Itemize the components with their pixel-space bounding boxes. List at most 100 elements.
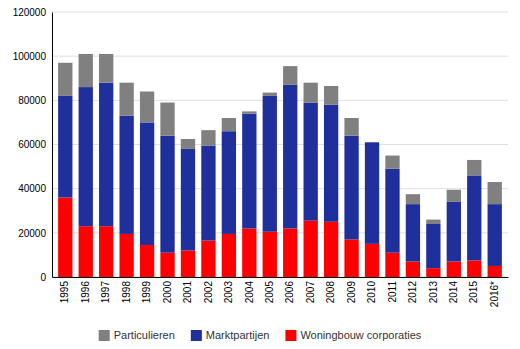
bar [467, 175, 481, 260]
tick: 2015 [468, 277, 479, 303]
tick-label: 2002 [203, 281, 214, 304]
tick: 2011 [387, 277, 398, 303]
chart-container: 0200004000060000800001000001200001995199… [0, 0, 520, 349]
bar [263, 232, 277, 277]
bar [58, 63, 72, 96]
tick: 2006 [284, 277, 295, 303]
tick: 2012 [407, 277, 418, 303]
grid [52, 12, 508, 277]
tick-label: 2011 [387, 281, 398, 303]
bar [426, 224, 440, 268]
tick-label: 2010 [366, 281, 377, 304]
tick: 0 [40, 272, 52, 283]
legend-label: Woningbouw corporaties [300, 329, 421, 341]
y-axis: 020000400006000080000100000120000 [13, 7, 53, 283]
tick: 1995 [59, 277, 70, 303]
bar [222, 118, 236, 131]
bar [488, 204, 502, 266]
bar [140, 245, 154, 277]
bar [304, 103, 318, 221]
tick: 1997 [100, 277, 111, 303]
tick: 60000 [18, 139, 52, 150]
bar [58, 198, 72, 278]
tick-label: 2009 [346, 281, 357, 304]
bar [201, 146, 215, 241]
bar [385, 253, 399, 277]
bar [160, 136, 174, 253]
bar [406, 194, 420, 204]
tick-label: 2007 [305, 281, 316, 304]
bar [263, 93, 277, 96]
tick-label: 1998 [121, 281, 132, 304]
bar [181, 149, 195, 251]
tick-label: 60000 [18, 139, 46, 150]
tick-label: 2003 [223, 281, 234, 304]
tick-label: 2014 [448, 281, 459, 304]
bar [447, 190, 461, 202]
tick-label: 120000 [13, 7, 47, 18]
plot: 0200004000060000800001000001200001995199… [13, 7, 509, 307]
axis-line [52, 13, 53, 278]
bar [283, 66, 297, 85]
bar [426, 220, 440, 224]
tick-label: 2001 [182, 281, 193, 304]
bar [160, 253, 174, 277]
tick-label: 1999 [141, 281, 152, 304]
bar [119, 234, 133, 277]
tick-label: 80000 [18, 95, 46, 106]
tick: 80000 [18, 95, 52, 106]
bar [365, 244, 379, 277]
tick: 2014 [448, 277, 459, 303]
bar [140, 92, 154, 123]
legend-swatch [99, 330, 110, 341]
tick: 100000 [13, 51, 52, 62]
tick-label: 2008 [325, 281, 336, 304]
legend-swatch [285, 330, 296, 341]
tick-label: 2005 [264, 281, 275, 304]
tick-label: 2012 [407, 281, 418, 304]
bar [222, 131, 236, 234]
tick: 2005 [264, 277, 275, 303]
grid-line [52, 12, 508, 13]
bar [222, 234, 236, 277]
bar [344, 118, 358, 136]
series [58, 54, 502, 224]
legend-swatch [191, 330, 202, 341]
bar [344, 136, 358, 240]
chart: 0200004000060000800001000001200001995199… [0, 0, 520, 349]
x-axis: 1995199619971998199920002001200220032004… [53, 277, 509, 307]
bar [242, 228, 256, 277]
series [58, 83, 502, 269]
tick: 2003 [223, 277, 234, 303]
bar [242, 111, 256, 113]
bar [324, 86, 338, 105]
bar [79, 87, 93, 226]
tick-label: 1997 [100, 281, 111, 304]
bar [467, 160, 481, 175]
bar [426, 268, 440, 277]
bar [406, 262, 420, 277]
bar [324, 105, 338, 222]
legend-label: Particulieren [114, 329, 175, 341]
bar [79, 226, 93, 277]
tick: 2009 [346, 277, 357, 303]
bar [99, 226, 113, 277]
bar [304, 83, 318, 103]
tick-label: 1996 [80, 281, 91, 304]
bar [201, 241, 215, 277]
bar [263, 96, 277, 232]
tick: 2007 [305, 277, 316, 303]
bar [181, 251, 195, 278]
tick-label: 2016* [489, 281, 500, 307]
tick-label: 2015 [468, 281, 479, 304]
tick: 1996 [80, 277, 91, 303]
bar [140, 122, 154, 245]
tick: 2013 [428, 277, 439, 303]
tick: 2016* [489, 277, 500, 307]
tick: 2008 [325, 277, 336, 303]
bar [488, 266, 502, 277]
tick: 2001 [182, 277, 193, 303]
legend-item: Woningbouw corporaties [285, 329, 421, 341]
bar [201, 130, 215, 145]
tick: 2010 [366, 277, 377, 303]
